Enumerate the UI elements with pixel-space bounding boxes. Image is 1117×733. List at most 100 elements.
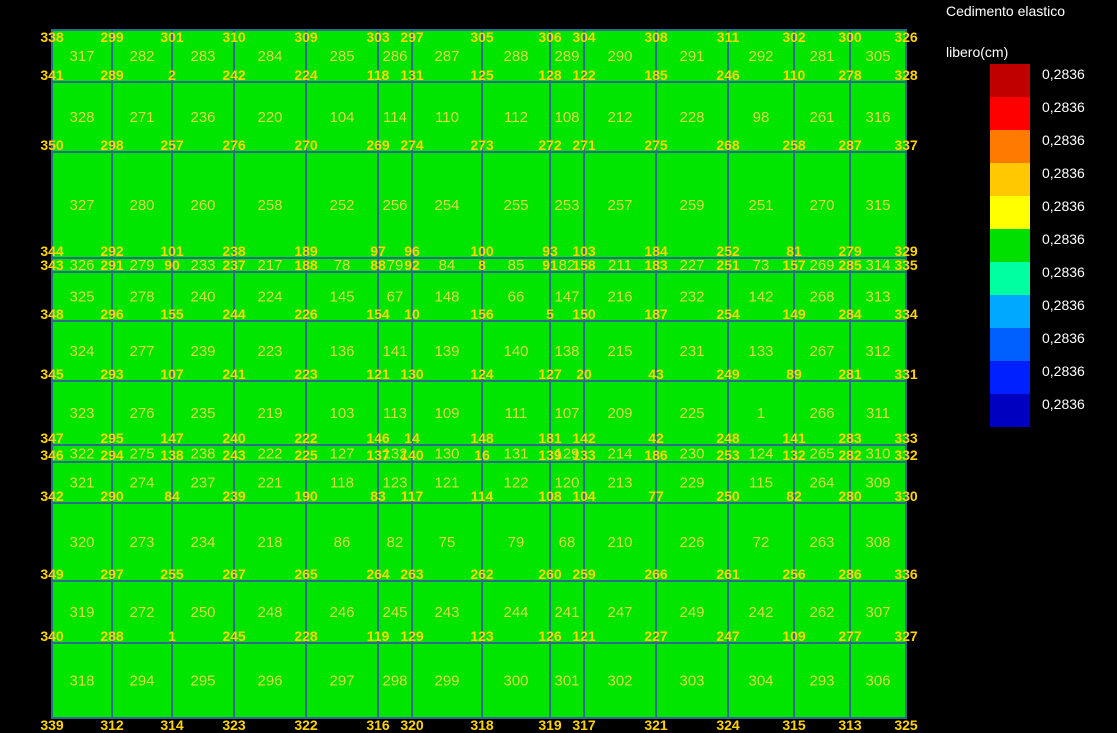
node-label: 274	[400, 137, 424, 153]
mesh-cell	[111, 502, 173, 582]
cell-label: 225	[679, 405, 704, 422]
mesh-cell	[481, 151, 551, 259]
node-label: 121	[572, 628, 596, 644]
mesh-cell	[793, 380, 851, 446]
cell-label: 121	[434, 475, 459, 492]
node-label: 154	[366, 306, 390, 322]
mesh-cell	[849, 642, 907, 719]
mesh-cell	[793, 271, 851, 322]
cell-label: 122	[503, 475, 528, 492]
node-label: 282	[838, 447, 862, 463]
node-label: 246	[716, 67, 740, 83]
cell-label: 136	[329, 343, 354, 360]
node-label: 150	[572, 306, 596, 322]
cell-label: 104	[329, 109, 354, 126]
node-label: 298	[100, 137, 124, 153]
mesh-cell	[583, 461, 657, 504]
cell-label: 327	[69, 197, 94, 214]
node-label: 306	[538, 29, 562, 45]
node-label: 225	[294, 447, 318, 463]
node-label: 347	[40, 430, 64, 446]
cell-label: 256	[382, 197, 407, 214]
cell-label: 318	[69, 673, 94, 690]
legend-value: 0,2836	[1042, 66, 1085, 82]
cell-label: 272	[129, 604, 154, 621]
cell-label: 288	[503, 48, 528, 65]
cell-label: 307	[865, 604, 890, 621]
mesh-cell	[481, 29, 551, 83]
cell-label: 223	[257, 343, 282, 360]
cell-label: 255	[503, 197, 528, 214]
cell-label: 319	[69, 604, 94, 621]
node-label: 130	[400, 366, 424, 382]
cell-label: 230	[679, 446, 704, 463]
cell-label: 317	[69, 48, 94, 65]
node-label: 244	[222, 306, 246, 322]
mesh-cell	[481, 380, 551, 446]
node-label: 181	[538, 430, 562, 446]
node-label: 138	[160, 447, 184, 463]
node-label: 258	[782, 137, 806, 153]
cell-label: 84	[439, 257, 456, 274]
mesh-cell	[655, 151, 729, 259]
cell-label: 209	[607, 405, 632, 422]
mesh-cell	[411, 380, 483, 446]
node-label: 248	[716, 430, 740, 446]
node-label: 291	[100, 257, 124, 273]
cell-label: 236	[190, 109, 215, 126]
node-label: 311	[717, 29, 740, 45]
node-label: 281	[838, 366, 862, 382]
node-label: 119	[367, 628, 390, 644]
node-label: 288	[100, 628, 124, 644]
cell-label: 129	[554, 446, 579, 463]
cell-label: 227	[679, 257, 704, 274]
node-label: 297	[100, 566, 124, 582]
mesh-cell	[233, 81, 307, 153]
node-label: 5	[546, 306, 554, 322]
node-label: 100	[470, 243, 494, 259]
cell-label: 68	[559, 534, 576, 551]
cell-label: 148	[434, 289, 459, 306]
cell-label: 241	[554, 604, 579, 621]
node-label: 309	[294, 29, 318, 45]
node-label: 185	[644, 67, 668, 83]
node-label: 272	[538, 137, 562, 153]
node-label: 325	[894, 717, 918, 733]
node-label: 331	[894, 366, 918, 382]
cell-label: 301	[554, 673, 579, 690]
cell-label: 264	[809, 475, 834, 492]
node-label: 137	[366, 447, 390, 463]
node-label: 14	[404, 430, 420, 446]
cell-label: 214	[607, 446, 632, 463]
cell-label: 219	[257, 405, 282, 422]
node-label: 299	[100, 29, 124, 45]
mesh-node-labels: 338 299 301 310 309 303 297 305 306 304 308 311 302 3…	[40, 29, 918, 733]
node-label: 337	[894, 137, 918, 153]
legend-swatch	[990, 262, 1030, 295]
cell-label: 315	[865, 197, 890, 214]
mesh-cell	[549, 642, 585, 719]
node-label: 223	[294, 366, 318, 382]
node-label: 338	[40, 29, 64, 45]
node-label: 333	[894, 430, 918, 446]
cell-label: 79	[508, 534, 525, 551]
legend-title-line2: libero(cm)	[946, 44, 1009, 60]
node-label: 186	[644, 447, 668, 463]
mesh-cell	[793, 580, 851, 644]
cell-label: 66	[508, 289, 525, 306]
cell-label: 232	[679, 289, 704, 306]
node-label: 269	[366, 137, 390, 153]
cell-label: 130	[434, 446, 459, 463]
cell-label: 220	[257, 109, 282, 126]
cell-label: 260	[190, 197, 215, 214]
cell-label: 283	[190, 48, 215, 65]
cell-label: 245	[382, 604, 407, 621]
cell-label: 266	[809, 405, 834, 422]
node-label: 341	[40, 67, 64, 83]
cell-label: 250	[190, 604, 215, 621]
cell-label: 238	[190, 446, 215, 463]
cell-label: 298	[382, 673, 407, 690]
cell-label: 224	[257, 289, 282, 306]
cell-label: 211	[608, 257, 632, 274]
legend-value: 0,2836	[1042, 231, 1085, 247]
